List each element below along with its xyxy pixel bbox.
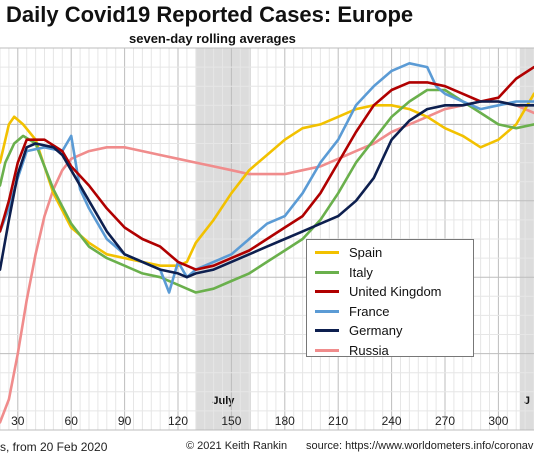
legend-item: Russia (315, 341, 473, 361)
legend-swatch (315, 309, 339, 313)
x-tick-label: 90 (118, 414, 132, 428)
legend-label: Italy (349, 264, 373, 280)
legend-label: Russia (349, 342, 389, 358)
legend-item: France (315, 302, 473, 322)
series-line-italy (0, 88, 534, 294)
source-text: source: https://www.worldometers.info/co… (306, 440, 534, 452)
legend-swatch (315, 348, 339, 352)
x-tick-label: 120 (168, 414, 188, 428)
legend-label: Spain (349, 245, 383, 261)
series-line-germany (0, 100, 534, 279)
shaded-period-label: July (212, 395, 235, 407)
legend-swatch (315, 290, 339, 294)
legend-item: United Kingdom (315, 282, 473, 302)
x-tick-label: 240 (382, 414, 402, 428)
series-line-united-kingdom (0, 65, 534, 271)
legend-swatch (315, 270, 339, 274)
legend: Spain Italy United Kingdom France Germany Rus… (306, 239, 474, 358)
legend-item: Germany (315, 321, 473, 341)
shaded-period-label: J (524, 395, 530, 407)
legend-swatch (315, 251, 339, 255)
series-line-spain (0, 92, 534, 267)
legend-item: Spain (315, 243, 473, 263)
series-line-russia (0, 100, 534, 424)
chart-subtitle: seven-day rolling averages (125, 31, 300, 46)
legend-item: Italy (315, 263, 473, 283)
x-tick-label: 60 (65, 414, 79, 428)
legend-label: Germany (349, 323, 403, 339)
x-tick-label: 30 (11, 414, 25, 428)
x-tick-label: 180 (275, 414, 295, 428)
x-tick-label: 210 (328, 414, 348, 428)
x-tick-label: 300 (488, 414, 508, 428)
legend-label: France (349, 303, 390, 319)
copyright-text: © 2021 Keith Rankin (186, 440, 288, 452)
x-tick-label: 150 (221, 414, 241, 428)
legend-swatch (315, 329, 339, 333)
x-axis-caption: s, from 20 Feb 2020 (0, 440, 108, 454)
x-tick-label: 270 (435, 414, 455, 428)
chart-title: Daily Covid19 Reported Cases: Europe (6, 2, 414, 27)
legend-label: United Kingdom (349, 284, 442, 300)
